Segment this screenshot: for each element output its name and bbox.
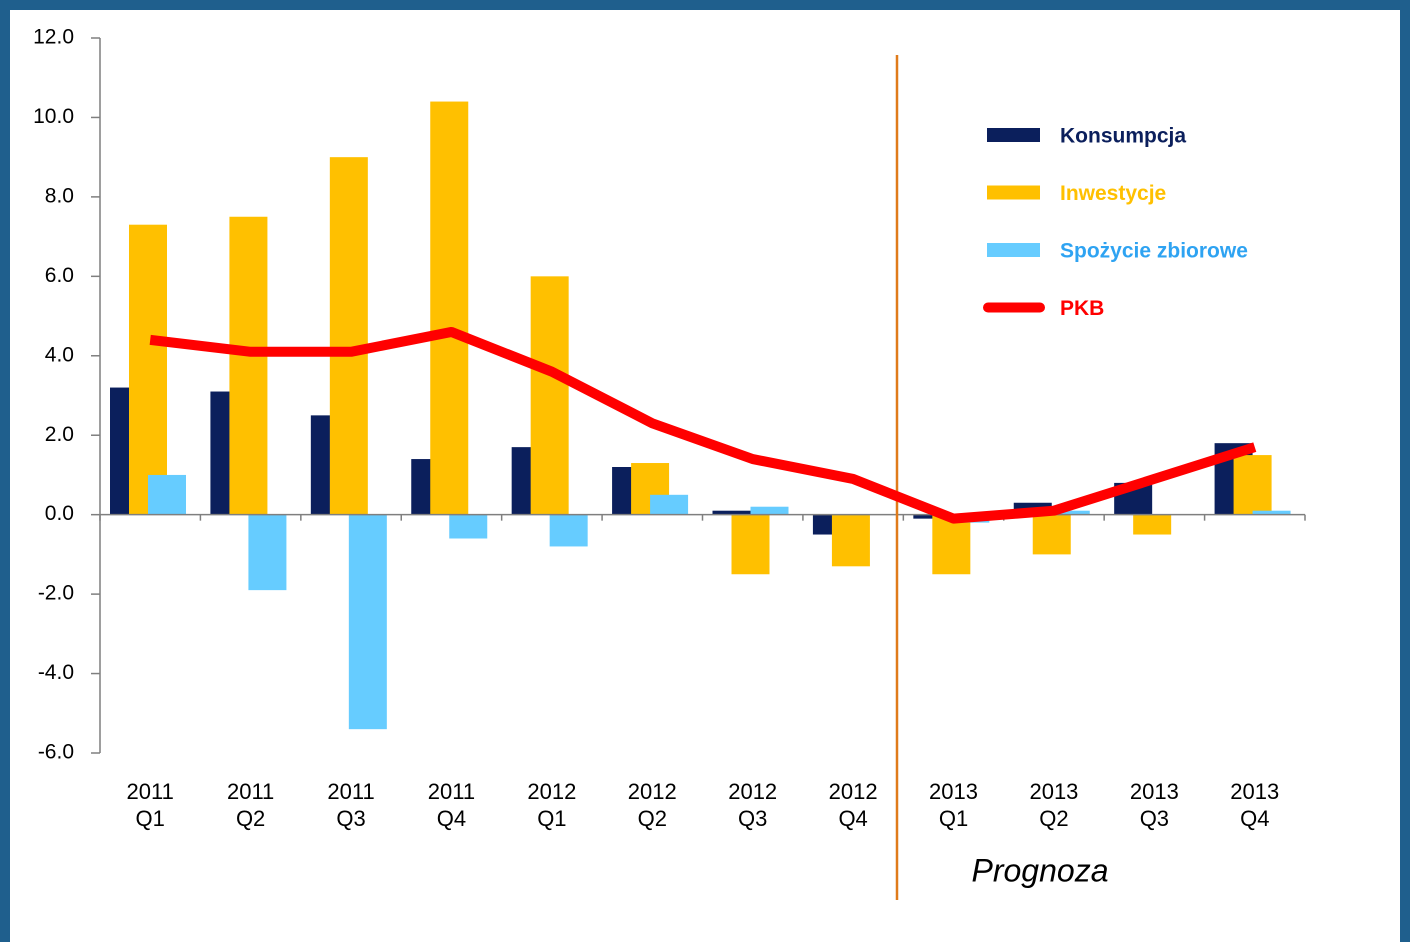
- bar: [229, 216, 268, 515]
- y-tick-label: -6.0: [38, 741, 74, 764]
- bar: [1252, 510, 1291, 515]
- y-tick-label: 8.0: [45, 184, 74, 207]
- bar: [549, 514, 588, 547]
- y-tick-label: -2.0: [38, 582, 74, 605]
- bar: [129, 224, 167, 515]
- x-tick-label: 2013 Q3: [1129, 779, 1179, 831]
- x-tick-label: 2011 Q3: [327, 779, 375, 831]
- x-tick-label: 2012 Q3: [728, 779, 778, 831]
- x-tick-label: 2013 Q1: [929, 779, 978, 831]
- legend-swatch: [987, 128, 1040, 142]
- x-tick-label: 2012 Q4: [828, 779, 878, 831]
- bar: [831, 514, 870, 567]
- bar: [731, 514, 770, 575]
- legend-label: Konsumpcja: [1060, 125, 1186, 148]
- x-tick-label: 2012 Q2: [627, 779, 677, 831]
- x-tick-label: 2013 Q2: [1029, 779, 1079, 831]
- bar: [1233, 455, 1272, 515]
- legend-label: Inwestycje: [1060, 182, 1166, 205]
- x-tick-label: 2012 Q1: [527, 779, 577, 831]
- y-tick-label: 2.0: [45, 423, 74, 446]
- line: [149, 326, 1257, 524]
- bar: [248, 514, 287, 591]
- annotation: Prognoza: [972, 852, 1109, 888]
- bar: [148, 474, 186, 515]
- x-tick-label: 2011 Q4: [427, 779, 476, 831]
- bar: [1133, 514, 1172, 535]
- y-tick-label: 6.0: [45, 264, 74, 287]
- y-tick-label: 12.0: [33, 26, 74, 49]
- bar: [750, 506, 789, 515]
- bar: [1051, 510, 1090, 515]
- legend-label: Spożycie zbiorowe: [1060, 240, 1248, 263]
- y-tick-label: 0.0: [45, 502, 74, 525]
- x-tick-label: 2013 Q4: [1230, 779, 1280, 831]
- y-tick-label: -4.0: [38, 661, 74, 684]
- x-tick-label: 2011 Q1: [126, 779, 174, 831]
- bar: [530, 276, 569, 515]
- x-tick-label: 2011 Q2: [226, 779, 275, 831]
- y-tick-label: 10.0: [33, 105, 74, 128]
- legend-swatch: [987, 243, 1040, 257]
- bar: [329, 157, 368, 515]
- bar: [1032, 514, 1071, 555]
- bar: [650, 494, 689, 515]
- legend-label: PKB: [1060, 297, 1104, 320]
- bar: [449, 514, 488, 539]
- y-tick-label: 4.0: [45, 343, 74, 366]
- bar: [932, 514, 971, 575]
- bar: [348, 514, 387, 730]
- bar: [712, 510, 751, 515]
- legend-swatch: [987, 185, 1040, 200]
- bar: [430, 101, 469, 515]
